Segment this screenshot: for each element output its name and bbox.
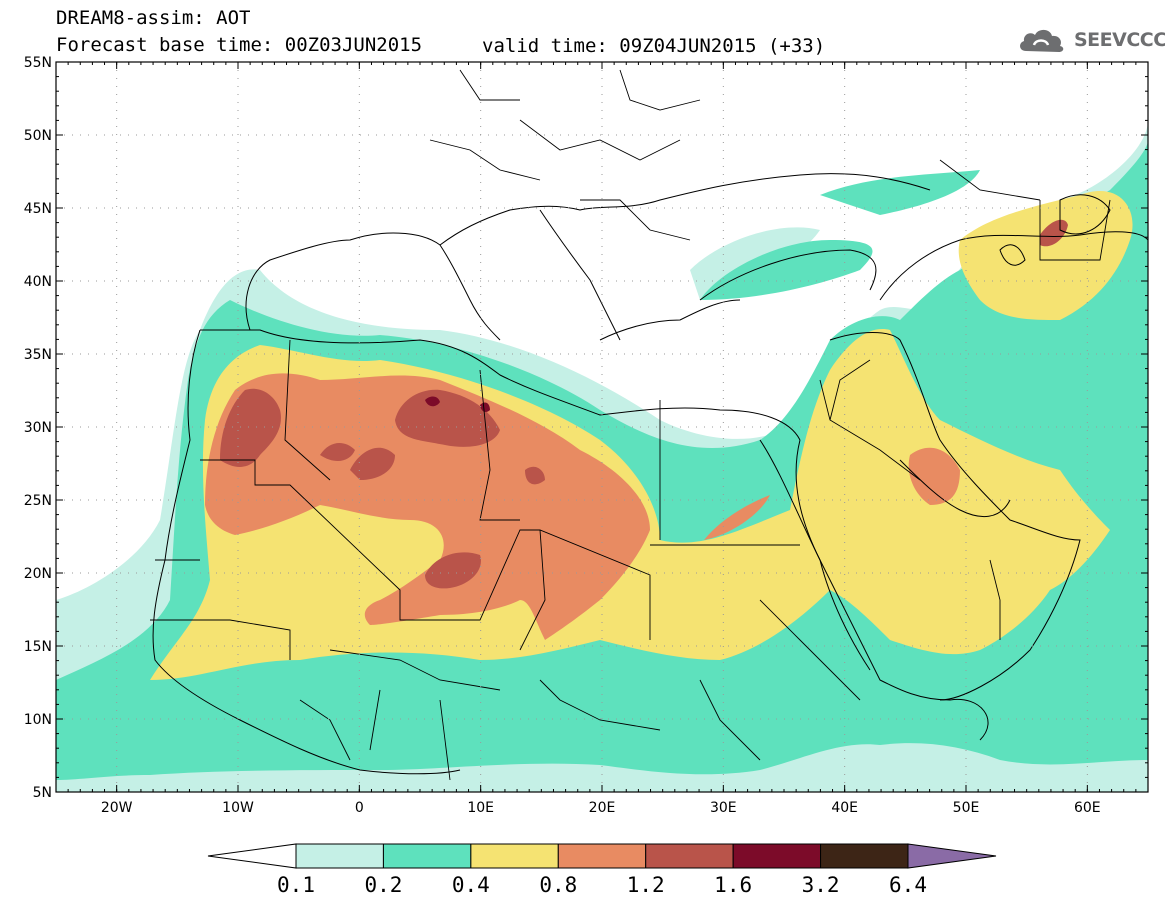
map-title: DREAM8-assim: AOT — [56, 7, 251, 29]
colorbar-label: 1.2 — [627, 873, 665, 897]
y-tick-label: 50N — [24, 128, 52, 144]
valid-time: valid time: 09Z04JUN2015 (+33) — [482, 35, 826, 57]
x-tick-label: 10E — [467, 800, 494, 816]
graticule — [56, 62, 1148, 792]
y-tick-label: 20N — [24, 566, 52, 582]
logo-text: SEEVCCC — [1074, 29, 1165, 51]
x-tick-label: 10W — [222, 800, 254, 816]
colorbar-label: 3.2 — [802, 873, 840, 897]
colorbar-label: 0.4 — [452, 873, 490, 897]
colorbar-bin — [732, 843, 822, 869]
cloud-icon — [1020, 29, 1064, 52]
y-tick-label: 15N — [24, 639, 52, 655]
colorbar-bin — [470, 843, 559, 869]
colorbar: 0.1 0.2 0.4 0.8 1.2 1.6 3.2 6.4 — [207, 843, 997, 897]
y-tick-label: 25N — [24, 493, 52, 509]
y-tick-label: 10N — [24, 712, 52, 728]
y-tick-label: 40N — [24, 274, 52, 290]
colorbar-bin — [820, 843, 909, 869]
colorbar-arrow-low — [207, 843, 297, 869]
aot-level-0.8 — [205, 373, 960, 640]
y-tick-label: 45N — [24, 201, 52, 217]
colorbar-label: 6.4 — [889, 873, 927, 897]
aot-level-0.4 — [150, 191, 1133, 681]
colorbar-bin — [645, 843, 734, 869]
y-tick-label: 55N — [24, 55, 52, 71]
seevccc-logo: SEEVCCC — [1016, 24, 1165, 56]
x-tick-label: 50E — [953, 800, 980, 816]
x-axis: 20W 10W 0 10E 20E 30E 40E 50E 60E — [55, 62, 1149, 816]
y-tick-label: 30N — [24, 420, 52, 436]
colorbar-label: 1.6 — [714, 873, 752, 897]
colorbar-label: 0.1 — [277, 873, 315, 897]
x-tick-label: 20E — [589, 800, 616, 816]
x-tick-label: 40E — [831, 800, 858, 816]
forecast-base-time: Forecast base time: 00Z03JUN2015 — [56, 34, 423, 56]
x-tick-label: 0 — [355, 800, 364, 816]
x-tick-label: 20W — [101, 800, 133, 816]
x-tick-label: 30E — [710, 800, 737, 816]
x-tick-label: 60E — [1074, 800, 1101, 816]
colorbar-bin — [557, 843, 647, 869]
colorbar-bin — [295, 843, 384, 869]
aot-level-1.6 — [425, 396, 490, 413]
country-borders — [150, 69, 1111, 781]
y-axis: 55N 50N 45N 40N 35N 30N 25N 20N 15N 10N 5N — [24, 55, 1148, 801]
y-tick-label: 5N — [33, 785, 52, 801]
y-tick-label: 35N — [24, 347, 52, 363]
colorbar-arrow-high — [907, 843, 997, 869]
coastlines — [152, 173, 1148, 775]
colorbar-label: 0.2 — [364, 873, 402, 897]
colorbar-bin — [382, 843, 472, 869]
colorbar-label: 0.8 — [539, 873, 577, 897]
